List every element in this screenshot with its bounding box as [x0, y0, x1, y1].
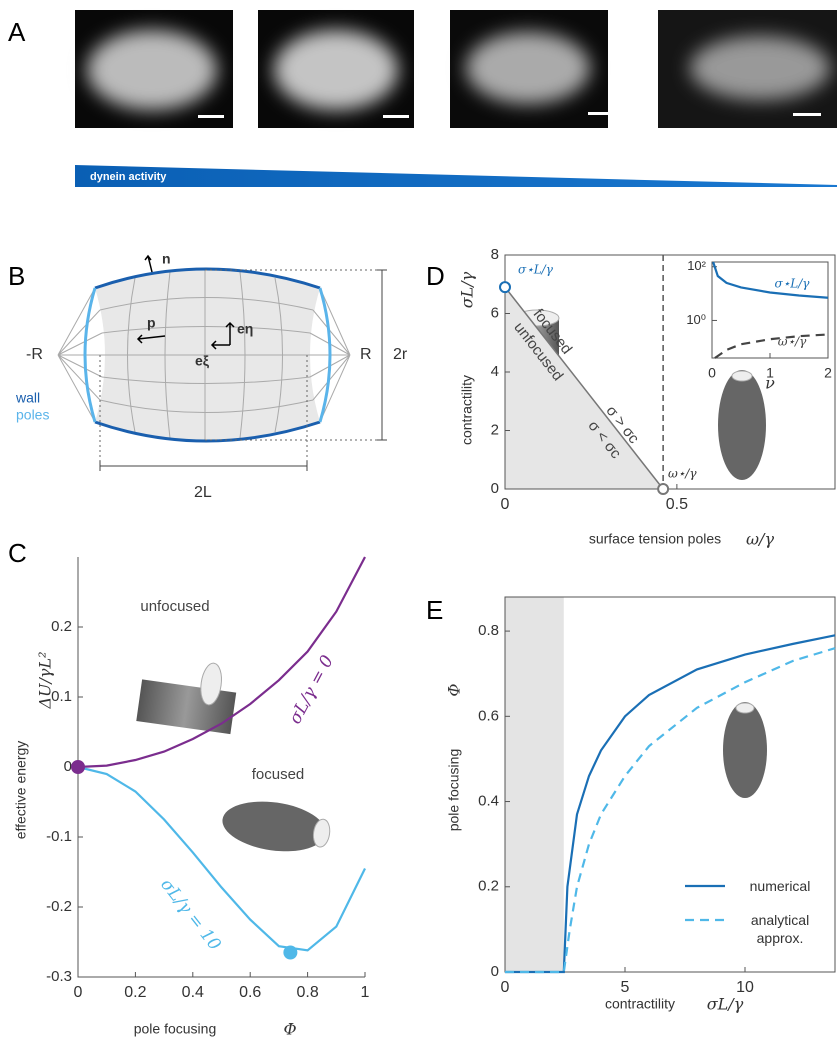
panel-label: B — [8, 261, 25, 291]
y-axis-symbol: Φ — [445, 683, 464, 696]
label-wall: wall — [15, 390, 40, 406]
panel-label: D — [426, 261, 445, 291]
marker — [72, 761, 84, 773]
chart: A B C D E dynein activity n p eη eξ -R R… — [0, 0, 837, 1039]
x-tick-label: 0 — [501, 979, 510, 996]
x-tick-label: 0.8 — [296, 984, 318, 1001]
panel-label: E — [426, 595, 443, 625]
gradient-label: dynein activity — [90, 171, 167, 183]
x-axis-symbol: σL/γ — [707, 995, 744, 1014]
shaded-region — [505, 597, 564, 972]
x-tick-label: 0.6 — [239, 984, 261, 1001]
y-axis-symbol: σL/γ — [458, 271, 477, 308]
x-tick-label: 0.4 — [182, 984, 204, 1001]
y-tick-label: -0.3 — [46, 968, 72, 985]
annotation: unfocused — [140, 598, 209, 615]
x-tick-label: 0 — [708, 365, 716, 381]
x-tick-label: 1 — [361, 984, 370, 1001]
label-2r: 2r — [393, 346, 408, 363]
label-n: n — [162, 251, 171, 267]
axes-frame — [712, 262, 828, 358]
y-tick-label: 0.2 — [51, 618, 72, 635]
y-tick-label: 0.4 — [478, 793, 499, 810]
y-tick-label: 0.6 — [478, 707, 499, 724]
panel-label: A — [8, 17, 26, 47]
y-axis-label: effective energy — [13, 741, 29, 840]
y-tick-label: 4 — [491, 363, 499, 380]
x-axis-label: pole focusing — [134, 1021, 217, 1037]
x-axis-symbol: ω/γ — [746, 530, 774, 549]
label-poles: poles — [16, 407, 49, 423]
series-label: σL/γ = 10 — [156, 875, 224, 955]
marker — [658, 484, 668, 494]
legend-label: numerical — [735, 877, 825, 895]
label-minus-r: -R — [26, 346, 43, 363]
axes — [78, 557, 365, 977]
x-tick-label: 0 — [74, 984, 83, 1001]
series-label: σL/γ = 0 — [285, 652, 338, 727]
annotation: focused — [252, 766, 305, 783]
series-label: σ⋆L/γ — [775, 277, 811, 291]
y-tick-label: 10² — [687, 258, 706, 273]
y-axis-label: pole focusing — [446, 749, 462, 832]
label-2l: 2L — [194, 484, 212, 501]
y-tick-label: 2 — [491, 421, 499, 438]
y-tick-label: 0.2 — [478, 878, 499, 895]
x-axis-symbol: Φ — [283, 1020, 296, 1039]
y-tick-label: 0 — [64, 758, 72, 775]
marker — [284, 947, 296, 959]
y-tick-label: 0 — [491, 963, 499, 980]
y-tick-label: 6 — [491, 304, 499, 321]
label-r: R — [360, 346, 372, 363]
series-line — [78, 767, 365, 950]
marker — [500, 282, 510, 292]
y-tick-label: 0 — [491, 480, 499, 497]
y-tick-label: 0.8 — [478, 622, 499, 639]
x-tick-label: 0 — [501, 496, 510, 513]
y-tick-label: -0.1 — [46, 828, 72, 845]
marker-label: ω⋆/γ — [668, 467, 697, 481]
y-tick-label: 8 — [491, 246, 499, 263]
series-line — [715, 334, 828, 358]
x-tick-label: 0.2 — [124, 984, 146, 1001]
y-axis-symbol: ΔU/γL² — [36, 651, 55, 709]
label-e-eta: eη — [237, 321, 253, 337]
legend-label: analytical approx. — [735, 911, 825, 947]
micrographs: dynein activity — [75, 10, 837, 187]
y-axis-label: contractility — [459, 375, 475, 445]
figure: A B C D E dynein activity n p eη eξ -R R… — [0, 0, 837, 1039]
x-axis-label: surface tension poles — [589, 531, 721, 547]
y-tick-label: 10⁰ — [686, 312, 706, 327]
x-axis-label: contractility — [605, 996, 675, 1012]
spindle-diagram: n p eη eξ -R R 2r 2L wall poles — [15, 251, 408, 502]
series-line — [713, 262, 828, 298]
y-tick-label: -0.2 — [46, 898, 72, 915]
panel-label: C — [8, 538, 27, 568]
x-tick-label: 0.5 — [666, 496, 688, 513]
series-label: ω⋆/γ — [778, 335, 807, 349]
label-e-xi: eξ — [195, 353, 210, 369]
x-axis-symbol: ν — [765, 374, 775, 393]
x-tick-label: 5 — [621, 979, 630, 996]
marker-label: σ⋆L/γ — [518, 263, 554, 277]
x-tick-label: 2 — [824, 365, 832, 381]
gradient-bar — [75, 165, 837, 187]
label-p: p — [147, 315, 156, 331]
